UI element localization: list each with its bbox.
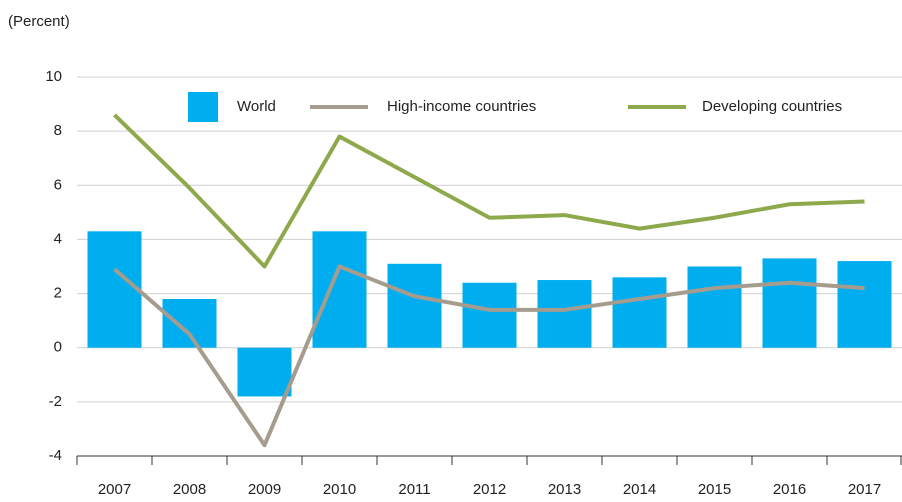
bar xyxy=(837,261,892,348)
y-tick-label: 10 xyxy=(45,68,62,85)
bar xyxy=(612,277,667,348)
bar xyxy=(537,280,592,348)
y-tick-label: 8 xyxy=(54,122,62,139)
legend-label: Developing countries xyxy=(702,98,842,115)
x-tick-label: 2007 xyxy=(98,481,131,498)
legend-label: World xyxy=(237,98,276,115)
y-axis-label: (Percent) xyxy=(8,13,70,30)
y-tick-label: 6 xyxy=(54,176,62,193)
y-tick-label: -2 xyxy=(49,393,62,410)
bar xyxy=(462,282,517,348)
y-tick-label: -4 xyxy=(49,447,62,464)
x-tick-label: 2017 xyxy=(848,481,881,498)
x-tick-label: 2011 xyxy=(398,481,430,498)
y-tick-label: 4 xyxy=(54,230,62,247)
bar xyxy=(162,298,217,348)
bar xyxy=(87,231,142,348)
x-tick-label: 2008 xyxy=(173,481,206,498)
legend-label: High-income countries xyxy=(387,98,536,115)
bar xyxy=(312,231,367,348)
x-tick-label: 2009 xyxy=(248,481,281,498)
x-tick-label: 2010 xyxy=(323,481,356,498)
x-tick-label: 2013 xyxy=(548,481,581,498)
line xyxy=(113,113,865,269)
x-tick-label: 2016 xyxy=(773,481,806,498)
bar xyxy=(687,266,742,348)
bar xyxy=(237,347,292,397)
line xyxy=(113,264,865,448)
x-tick-label: 2015 xyxy=(698,481,731,498)
bar xyxy=(762,258,817,348)
y-tick-label: 0 xyxy=(54,339,62,356)
x-tick-label: 2014 xyxy=(623,481,656,498)
y-tick-label: 2 xyxy=(54,285,62,302)
legend-swatch xyxy=(188,92,218,122)
x-tick-label: 2012 xyxy=(473,481,506,498)
bar xyxy=(387,263,442,348)
